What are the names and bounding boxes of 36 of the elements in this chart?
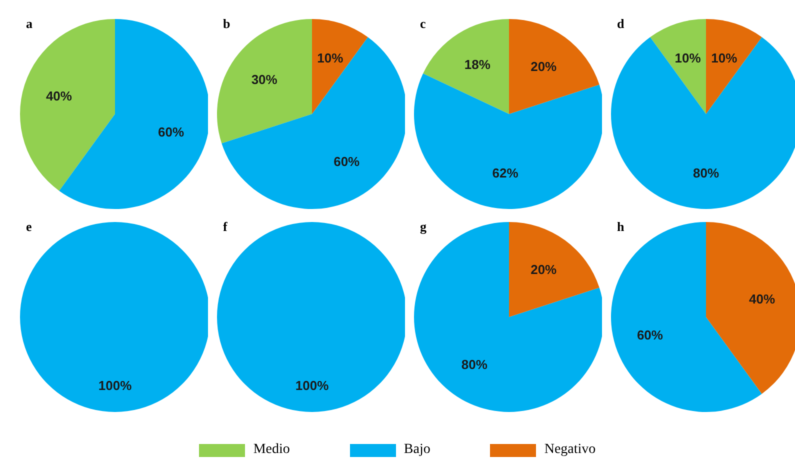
chart-title: g — [420, 219, 426, 235]
data-label: 20% — [530, 58, 558, 74]
pie-slice — [217, 19, 312, 144]
legend-label: Medio — [253, 442, 290, 458]
pie-slice — [222, 37, 405, 209]
pie-slice — [20, 19, 115, 191]
data-label: 100% — [98, 378, 132, 393]
data-label: 60% — [636, 328, 664, 343]
data-label: 10% — [317, 50, 344, 66]
data-label: 40% — [46, 88, 72, 104]
chart-title: b — [223, 16, 230, 32]
chart-title: c — [420, 16, 426, 32]
chart-title: f — [223, 219, 228, 235]
pie-slice — [414, 222, 602, 412]
data-label: 10% — [711, 50, 738, 66]
chart-title: e — [26, 219, 32, 235]
data-label: 20% — [530, 262, 558, 277]
data-label: 62% — [492, 165, 519, 180]
data-label: 60% — [334, 154, 360, 170]
data-label: 60% — [158, 124, 184, 140]
data-label: 10% — [674, 50, 702, 66]
legend-label: Bajo — [404, 442, 430, 458]
data-label: 18% — [464, 56, 491, 72]
data-label: 100% — [295, 378, 330, 393]
data-label: 40% — [749, 291, 776, 306]
pie-slice — [509, 222, 600, 317]
data-label: 80% — [461, 357, 488, 372]
legend-label: Negativo — [544, 442, 596, 458]
chart-title: a — [26, 16, 32, 32]
pie-slice — [312, 19, 368, 114]
chart-title: d — [617, 16, 624, 32]
chart-title: h — [617, 219, 624, 235]
pie-slice — [509, 19, 600, 114]
data-label: 30% — [251, 72, 278, 87]
pie-slice — [414, 74, 602, 209]
data-label: 80% — [692, 165, 720, 180]
